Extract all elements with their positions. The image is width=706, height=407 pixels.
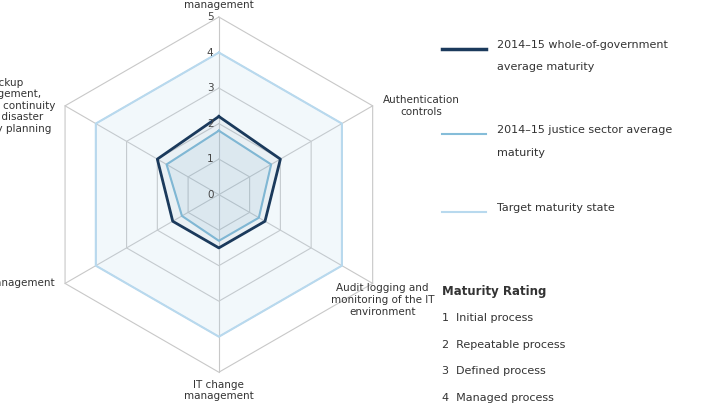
Text: 0: 0 [207,190,213,199]
Text: average maturity: average maturity [497,62,594,72]
Text: 3  Defined process: 3 Defined process [442,366,546,376]
Text: Audit logging and
monitoring of the IT
environment: Audit logging and monitoring of the IT e… [331,283,434,317]
Text: IT change
management: IT change management [184,380,253,401]
Text: 2014–15 whole-of-government: 2014–15 whole-of-government [497,40,668,50]
Text: 4  Managed process: 4 Managed process [442,393,554,403]
Text: 2: 2 [207,118,213,129]
Text: 2  Repeatable process: 2 Repeatable process [442,340,565,350]
Text: User access
management: User access management [184,0,253,9]
Text: 3: 3 [207,83,213,93]
Text: Backup
management,
business continuity
and IT disaster
recovery planning: Backup management, business continuity a… [0,78,55,134]
Text: Maturity Rating: Maturity Rating [442,285,546,298]
Text: Authentication
controls: Authentication controls [383,95,460,117]
Polygon shape [96,53,342,337]
Text: 1: 1 [207,154,213,164]
Text: 1  Initial process: 1 Initial process [442,313,533,324]
Text: 2014–15 justice sector average: 2014–15 justice sector average [497,125,672,136]
Text: Target maturity state: Target maturity state [497,203,614,213]
Polygon shape [167,131,271,241]
Text: maturity: maturity [497,148,545,158]
Text: Patch management: Patch management [0,278,55,289]
Text: 4: 4 [207,48,213,57]
Text: 5: 5 [207,12,213,22]
